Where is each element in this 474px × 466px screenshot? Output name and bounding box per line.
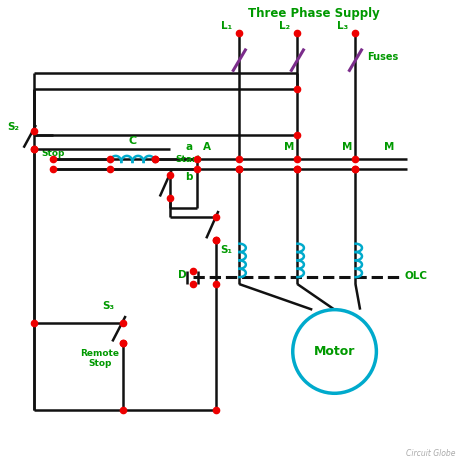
- Text: C: C: [128, 136, 137, 146]
- Text: M: M: [284, 142, 294, 152]
- Text: S₂: S₂: [7, 122, 19, 132]
- Text: M: M: [384, 142, 394, 152]
- Text: Start: Start: [175, 155, 201, 164]
- Text: A: A: [203, 142, 211, 152]
- Text: a: a: [186, 142, 193, 152]
- Text: b: b: [185, 172, 193, 183]
- Text: M: M: [342, 142, 352, 152]
- Text: S₁: S₁: [221, 245, 233, 255]
- Text: L₃: L₃: [337, 21, 348, 31]
- Text: L₂: L₂: [279, 21, 291, 31]
- Text: Fuses: Fuses: [367, 52, 399, 62]
- Text: Remote
Stop: Remote Stop: [81, 349, 119, 368]
- Text: Motor: Motor: [314, 345, 355, 358]
- Text: Stop: Stop: [42, 149, 65, 158]
- Text: Three Phase Supply: Three Phase Supply: [248, 7, 380, 20]
- Text: Circuit Globe: Circuit Globe: [406, 449, 456, 459]
- Text: D: D: [178, 270, 186, 280]
- Text: S₃: S₃: [102, 301, 114, 311]
- Text: L₁: L₁: [221, 21, 232, 31]
- Text: OLC: OLC: [404, 271, 427, 281]
